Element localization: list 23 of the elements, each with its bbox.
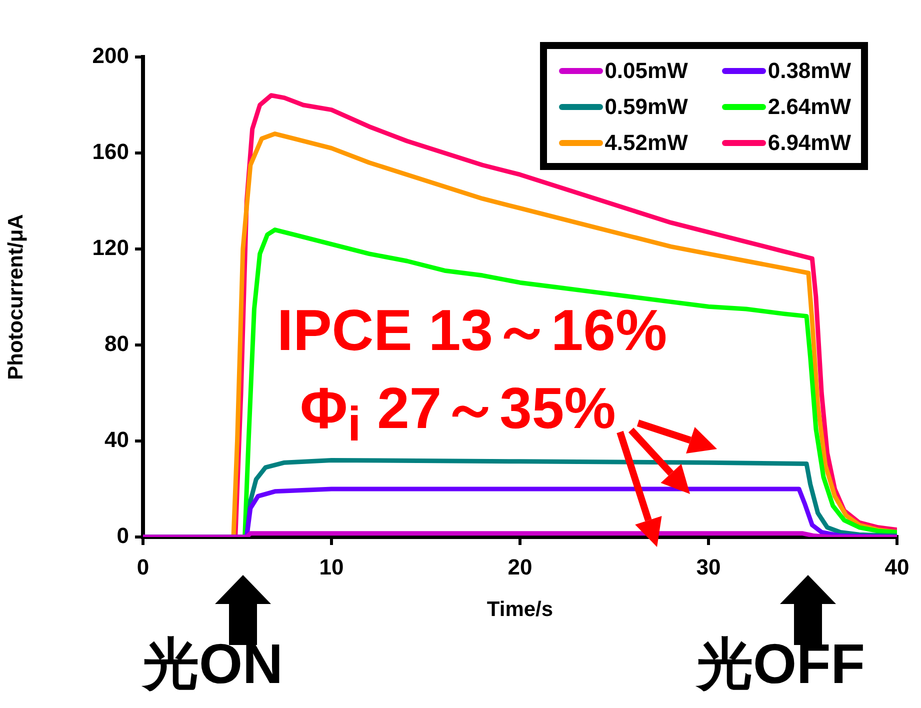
text: 光ON <box>143 632 283 695</box>
y-tick-label: 120 <box>92 235 129 260</box>
y-axis-title: Photocurrent/μA <box>4 214 28 380</box>
text: 光OFF <box>697 632 865 695</box>
y-tick-label: 0 <box>116 523 129 548</box>
annotation: IPCE 13～16% <box>277 298 668 363</box>
y-tick-label: 200 <box>92 43 129 68</box>
y-tick-label: 40 <box>104 427 129 452</box>
y-tick-label: 160 <box>92 139 129 164</box>
annotation: Φ$_{i}$ 27～35% <box>300 376 616 452</box>
legend-label: 2.64mW <box>768 94 851 120</box>
x-tick-label: 10 <box>319 554 344 580</box>
x-axis-title: Time/s <box>486 598 554 622</box>
x-tick-label: 20 <box>508 554 532 580</box>
y-tick-label: 80 <box>104 331 129 356</box>
legend-label: 4.52mW <box>604 130 688 156</box>
legend-label: 0.38mW <box>768 58 851 84</box>
x-tick-label: 0 <box>136 554 150 580</box>
legend-label: 6.94mW <box>768 130 851 156</box>
x-tick-label: 30 <box>696 554 721 580</box>
x-tick-label: 40 <box>884 554 910 580</box>
legend-label: 0.59mW <box>604 94 688 120</box>
legend-label: 0.05mW <box>604 58 688 84</box>
